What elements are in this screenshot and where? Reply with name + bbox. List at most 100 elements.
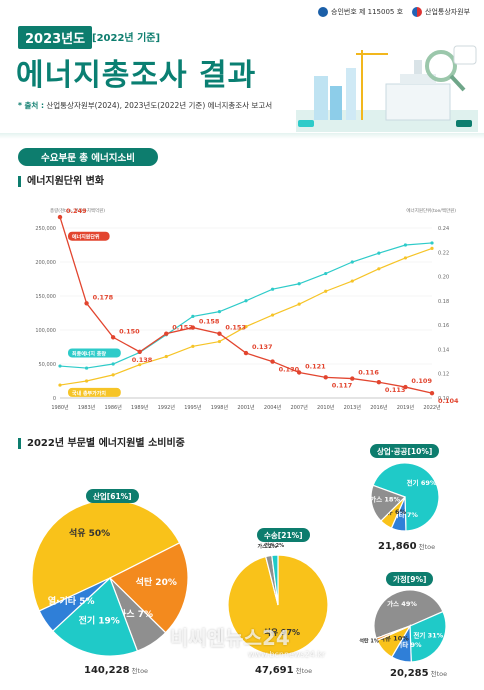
intensity-data-label: 0.153 bbox=[172, 324, 193, 332]
pie-title-household: 가정[9%] bbox=[386, 572, 434, 586]
pie-title-transport: 수송[21%] bbox=[257, 528, 310, 542]
series-point-1 bbox=[297, 282, 301, 286]
x-tick-label: 1998년 bbox=[211, 404, 229, 411]
y-right-tick-label: 0.12 bbox=[438, 372, 449, 378]
intensity-data-label: 0.150 bbox=[119, 327, 140, 335]
series-point-0 bbox=[243, 350, 249, 356]
page-title: 에너지총조사 결과 bbox=[16, 58, 257, 93]
pie-slice-label-household: 석유 10% bbox=[379, 633, 409, 642]
series-point-0 bbox=[137, 349, 142, 355]
series-point-0 bbox=[350, 376, 355, 381]
pie-slice-label-household: 석탄 1% bbox=[359, 637, 378, 644]
x-tick-label: 2013년 bbox=[344, 404, 362, 411]
x-tick-label: 2016년 bbox=[370, 404, 388, 411]
intensity-data-label: 0.117 bbox=[332, 381, 353, 389]
series-point-0 bbox=[296, 370, 302, 375]
series-point-1 bbox=[324, 271, 328, 276]
intensity-data-label: 0.158 bbox=[199, 318, 220, 326]
series-point-0 bbox=[270, 359, 275, 364]
intensity-data-label: 0.104 bbox=[438, 397, 459, 405]
series-point-2 bbox=[297, 302, 301, 306]
watermark-text: 비씨엔뉴스24 bbox=[170, 626, 290, 650]
y-left-tick-label: 0 bbox=[53, 396, 56, 402]
ministry-emblem-icon bbox=[412, 7, 422, 17]
series-point-2 bbox=[350, 279, 354, 283]
pie-slice-label-household: 가스 49% bbox=[387, 599, 417, 608]
intensity-data-label: 0.153 bbox=[225, 324, 246, 332]
x-tick-label: 2007년 bbox=[290, 404, 308, 411]
pie-total-transport: 47,691 천toe bbox=[255, 665, 313, 676]
series-point-1 bbox=[84, 366, 89, 370]
pie-total-household: 20,285 천toe bbox=[390, 668, 448, 679]
intensity-data-label: 0.109 bbox=[411, 377, 432, 385]
series-point-1 bbox=[244, 299, 248, 303]
series-point-0 bbox=[429, 390, 435, 396]
x-tick-label: 1983년 bbox=[78, 404, 96, 411]
pie-slice-industry bbox=[31, 499, 181, 612]
series-tag-bg-1 bbox=[68, 348, 121, 358]
right-axis-label: 에너지원단위(toe/백만원) bbox=[406, 207, 456, 214]
y-left-tick-label: 200,000 bbox=[35, 260, 56, 266]
x-tick-label: 1986년 bbox=[104, 404, 122, 411]
statistics-logo-icon bbox=[318, 7, 328, 17]
series-tag-bg-2 bbox=[68, 387, 121, 397]
y-right-tick-label: 0.14 bbox=[438, 347, 449, 353]
intensity-data-label: 0.130 bbox=[279, 366, 300, 374]
section-divider bbox=[0, 133, 484, 139]
pie-slice-industry bbox=[38, 577, 111, 632]
series-name-label-0: 에너지원단위 bbox=[72, 234, 100, 241]
pie-slice-transport bbox=[271, 554, 279, 606]
section-subtitle-share: 2022년 부문별 에너지원별 소비비중 bbox=[18, 438, 185, 449]
pie-slice-label-commercial: 석유 6% bbox=[381, 507, 407, 516]
left-axis-label: 총량(천toe, 부가가치백억원) bbox=[50, 207, 105, 214]
series-point-2 bbox=[138, 363, 142, 367]
series-point-1 bbox=[191, 314, 195, 318]
pie-slice-label-industry: 석유 50% bbox=[69, 527, 110, 539]
y-right-tick-label: 0.10 bbox=[438, 396, 449, 402]
series-point-1 bbox=[377, 251, 381, 255]
pie-slice-household bbox=[373, 589, 444, 640]
city-illustration bbox=[296, 45, 478, 132]
y-left-tick-label: 50,000 bbox=[39, 362, 57, 368]
series-point-2 bbox=[270, 313, 275, 317]
intensity-data-label: 0.121 bbox=[305, 363, 326, 371]
series-point-0 bbox=[57, 214, 63, 220]
x-tick-label: 2004년 bbox=[264, 404, 282, 411]
series-point-2 bbox=[244, 325, 248, 329]
pie-slice-label-industry: 석탄 20% bbox=[136, 576, 177, 588]
series-point-0 bbox=[376, 380, 382, 385]
series-point-2 bbox=[191, 344, 195, 348]
pie-slice-industry bbox=[51, 576, 139, 657]
pie-slice-label-household: 열·기타 9% bbox=[388, 640, 422, 649]
section-subtitle-intensity: 에너지원단위 변화 bbox=[18, 176, 104, 187]
series-point-1 bbox=[217, 310, 222, 314]
y-left-tick-label: 250,000 bbox=[35, 226, 56, 232]
line-chart-panel: 총량(천toe, 부가가치백억원) 에너지원단위(toe/백만원) 0 50,000 1… bbox=[12, 196, 472, 422]
series-point-0 bbox=[84, 301, 89, 306]
top-bar: 승인번호 제 115005 호 산업통상자원부 bbox=[0, 0, 484, 28]
approval-number: 승인번호 제 115005 호 bbox=[318, 7, 403, 17]
pie-total-commercial: 21,860 천toe bbox=[378, 541, 436, 552]
series-point-0 bbox=[164, 331, 169, 336]
pie-slice-label-commercial: 가스 18% bbox=[370, 494, 400, 503]
series-point-2 bbox=[377, 267, 381, 271]
x-tick-label: 1992년 bbox=[158, 404, 176, 411]
series-tag-bg-0 bbox=[68, 231, 110, 241]
series-point-2 bbox=[430, 246, 434, 250]
series-point-0 bbox=[323, 375, 328, 380]
series-point-1 bbox=[111, 362, 115, 366]
series-point-1 bbox=[58, 364, 62, 368]
pie-slice-commercial bbox=[370, 484, 407, 522]
series-point-1 bbox=[350, 260, 354, 264]
series-point-2 bbox=[111, 373, 115, 377]
y-right-tick-label: 0.24 bbox=[438, 226, 449, 232]
series-point-2 bbox=[403, 256, 408, 260]
x-tick-label: 1995년 bbox=[184, 404, 202, 411]
x-tick-label: 1989년 bbox=[131, 404, 149, 411]
ministry-name: 산업통상자원부 bbox=[412, 7, 470, 17]
pie-slice-household bbox=[409, 610, 447, 663]
series-point-0 bbox=[190, 325, 196, 330]
pie-slice-label-transport: 가스 2% bbox=[258, 543, 277, 550]
pie-title-industry: 산업[61%] bbox=[86, 489, 139, 503]
